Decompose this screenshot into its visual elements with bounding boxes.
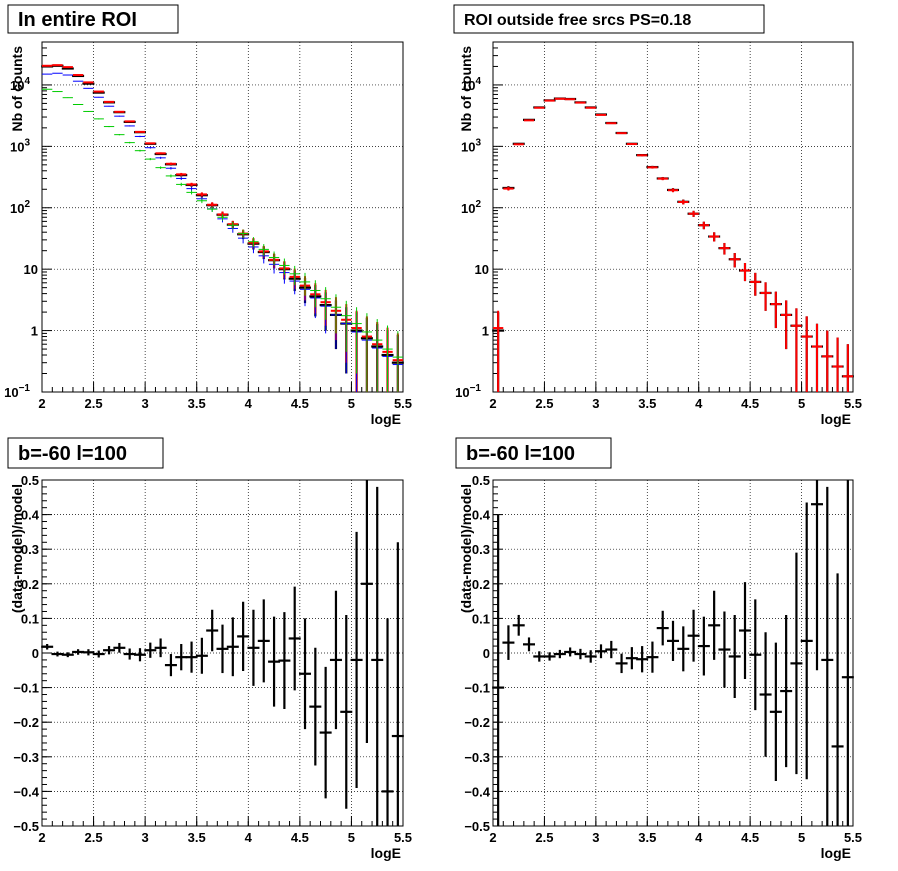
series-0 [41,480,404,826]
x-tick-label: 4.5 [741,830,759,845]
x-tick-label: 5 [798,830,805,845]
panel-residuals-left: 2 2.5 3 3.5 4 4.5 5 5.5 −0.5 −0.4 −0.3 −0.2 −0.1 0 0.1… [7,437,412,861]
y-tick-label: −0.2 [464,715,490,730]
y-tick-label: −0.2 [13,715,39,730]
y-tick-label: 104 [10,76,30,93]
x-tick-label: 5 [798,396,805,411]
x-tick-label: 3 [592,396,599,411]
title-box [7,4,179,34]
x-tick-label: 5 [348,396,355,411]
y-tick-label: 0.3 [21,542,39,557]
x-tick-label: 5.5 [844,396,862,411]
x-axis-label: logE [821,845,851,861]
y-tick-label: 0.1 [21,611,39,626]
y-tick-label: 103 [461,137,481,154]
y-tick-label: −0.3 [464,750,490,765]
y-tick-label: −0.4 [13,784,39,799]
title-box [453,4,765,34]
y-tick-label: 10 [475,262,489,277]
y-tick-label: 0.3 [472,542,490,557]
panel-counts-outside-free-srcs: 2 2.5 3 3.5 4 4.5 5 5.5 10−1 1 10 102 103 104 logE Nb o… [453,4,862,427]
x-tick-label: 2 [489,830,496,845]
x-tick-label: 2.5 [85,830,103,845]
y-tick-label: 102 [10,199,30,216]
y-tick-label: 0.1 [472,611,490,626]
title-box [455,437,612,469]
panel-title: b=-60 l=100 [18,443,127,465]
x-tick-label: 4.5 [291,396,309,411]
x-tick-label: 2.5 [85,396,103,411]
x-tick-label: 4.5 [741,396,759,411]
y-tick-label: 0.2 [472,577,490,592]
y-axis-label: (data-model)/model [9,484,25,613]
panel-residuals-right: 2 2.5 3 3.5 4 4.5 5 5.5 −0.5 −0.4 −0.3 −0.2 −0.1 0 0.1… [455,437,862,861]
series-3 [42,88,403,392]
panel-counts-entire-roi: 2 2.5 3 3.5 4 4.5 5 5.5 10−1 1 10 102 103 104 logE Nb o… [4,4,412,427]
y-axis-label: Nb of counts [9,46,25,132]
x-tick-label: 4 [695,830,703,845]
panel-title: In entire ROI [18,9,137,31]
y-tick-label: 103 [10,137,30,154]
x-tick-label: 5.5 [394,830,412,845]
x-tick-label: 3.5 [188,830,206,845]
y-tick-label: 0.4 [472,508,491,523]
x-tick-label: 5.5 [844,830,862,845]
y-tick-label: 10−1 [4,383,30,400]
series-0 [492,480,854,826]
y-tick-label: 0.5 [472,473,490,488]
y-tick-label: 104 [461,76,481,93]
x-tick-label: 2 [489,396,496,411]
y-tick-label: 1 [482,324,489,339]
x-axis-label: logE [821,411,851,427]
y-axis-label: (data-model)/model [458,484,474,613]
x-tick-label: 3.5 [188,396,206,411]
y-tick-label: 102 [461,199,481,216]
y-tick-label: 0 [32,646,39,661]
y-tick-label: 10 [24,262,38,277]
x-tick-label: 4 [245,830,253,845]
y-axis-label: Nb of counts [458,46,474,132]
x-tick-label: 2 [38,830,45,845]
y-tick-label: 0.2 [21,577,39,592]
panel-title: ROI outside free srcs PS=0.18 [464,12,691,29]
y-tick-label: −0.5 [464,819,490,834]
x-tick-label: 3 [142,830,149,845]
x-tick-label: 5 [348,830,355,845]
y-tick-label: 0.4 [21,508,40,523]
y-tick-label: 1 [31,324,38,339]
title-box [7,437,164,469]
y-tick-label: −0.4 [464,784,490,799]
plot-frame [492,41,854,393]
y-tick-label: 0 [483,646,490,661]
x-tick-label: 3.5 [638,830,656,845]
x-tick-label: 3 [142,396,149,411]
x-tick-label: 4 [695,396,703,411]
x-tick-label: 2 [38,396,45,411]
x-tick-label: 3 [592,830,599,845]
y-tick-label: −0.1 [13,681,39,696]
x-axis-label: logE [371,411,401,427]
x-tick-label: 3.5 [638,396,656,411]
y-tick-label: −0.1 [464,681,490,696]
y-tick-label: −0.5 [13,819,39,834]
x-tick-label: 5.5 [394,396,412,411]
x-axis-label: logE [371,845,401,861]
x-tick-label: 4 [245,396,253,411]
panel-title: b=-60 l=100 [466,443,575,465]
y-tick-label: −0.3 [13,750,39,765]
x-tick-label: 2.5 [535,830,553,845]
y-tick-label: 10−1 [455,383,481,400]
y-tick-label: 0.5 [21,473,39,488]
x-tick-label: 2.5 [535,396,553,411]
series-1 [493,97,853,392]
x-tick-label: 4.5 [291,830,309,845]
